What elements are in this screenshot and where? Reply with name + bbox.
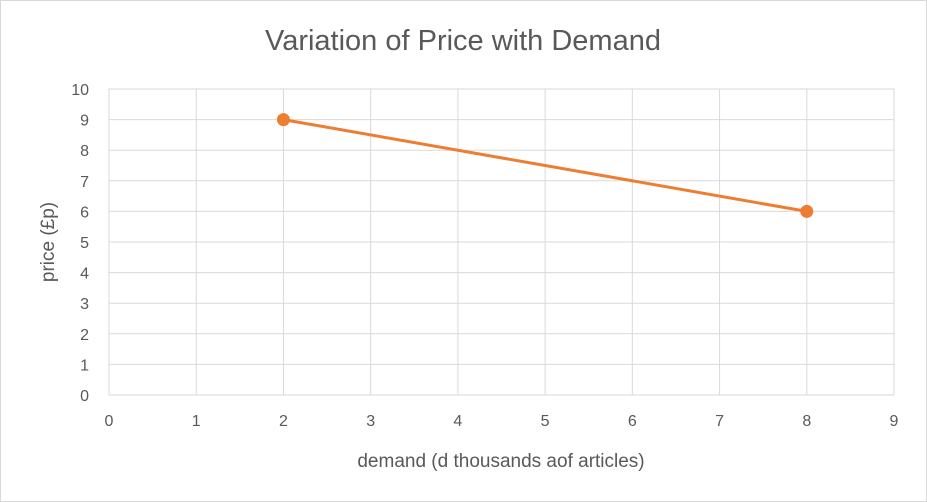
data-point	[276, 113, 290, 127]
x-tick-label: 5	[541, 413, 550, 430]
y-tick-label: 0	[80, 388, 89, 405]
x-axis-label: demand (d thousands aof articles)	[357, 451, 644, 472]
horizontal-gridlines	[109, 88, 894, 396]
y-tick-label: 3	[80, 296, 89, 313]
x-tick-label: 7	[715, 413, 724, 430]
data-point	[800, 204, 814, 218]
y-tick-label: 5	[80, 235, 89, 252]
x-tick-label: 4	[453, 413, 462, 430]
y-axis-label: price (£p)	[38, 202, 59, 282]
series-line	[281, 118, 809, 213]
x-tick-label: 2	[279, 413, 288, 430]
series-lines	[281, 118, 809, 213]
y-tick-label: 2	[80, 327, 89, 344]
y-tick-label: 8	[80, 143, 89, 160]
y-tick-label: 6	[80, 204, 89, 221]
y-tick-label: 4	[80, 266, 89, 283]
x-tick-label: 9	[890, 413, 899, 430]
series-markers	[276, 113, 814, 218]
y-tick-label: 1	[80, 357, 89, 374]
y-axis-tick-labels: 0 1 2 3 4 5 6 7 8 9 10	[71, 82, 89, 405]
y-tick-label: 9	[80, 113, 89, 130]
chart-title: Variation of Price with Demand	[265, 25, 661, 57]
x-tick-label: 1	[192, 413, 201, 430]
x-tick-label: 3	[366, 413, 375, 430]
x-tick-label: 6	[628, 413, 637, 430]
x-axis-tick-labels: 0 1 2 3 4 5 6 7 8 9	[105, 413, 899, 430]
x-tick-label: 8	[802, 413, 811, 430]
y-tick-label: 7	[80, 174, 89, 191]
y-tick-label: 10	[71, 82, 89, 99]
x-tick-label: 0	[105, 413, 114, 430]
